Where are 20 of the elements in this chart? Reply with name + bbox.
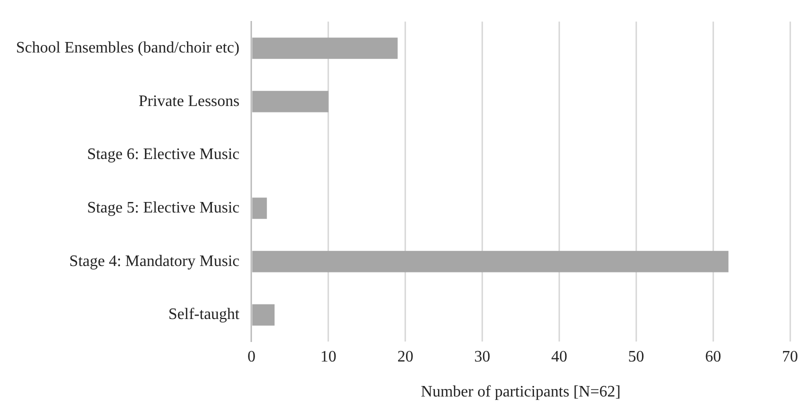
bar xyxy=(252,304,275,326)
bar xyxy=(252,38,398,59)
y-tick-label: Stage 6: Elective Music xyxy=(87,146,240,164)
x-tick-label: 10 xyxy=(320,348,336,366)
x-tick-label: 20 xyxy=(397,348,414,366)
y-tick-label: School Ensembles (band/choir etc) xyxy=(16,39,240,56)
bar xyxy=(252,90,328,112)
y-tick-label: Stage 5: Elective Music xyxy=(87,199,240,216)
bar xyxy=(252,250,728,272)
y-tick-label: Self-taught xyxy=(168,306,240,324)
bar xyxy=(252,198,267,219)
y-tick-label: Stage 4: Mandatory Music xyxy=(69,252,240,270)
x-tick-label: 60 xyxy=(705,348,722,366)
x-tick-label: 40 xyxy=(551,348,568,366)
y-tick-label: Private Lessons xyxy=(138,92,240,110)
x-tick-label: 50 xyxy=(628,348,644,366)
x-tick-label: 70 xyxy=(782,348,798,366)
x-axis-title: Number of participants [N=62] xyxy=(420,384,621,401)
x-tick-label: 0 xyxy=(247,348,256,366)
x-tick-label: 30 xyxy=(474,348,490,366)
